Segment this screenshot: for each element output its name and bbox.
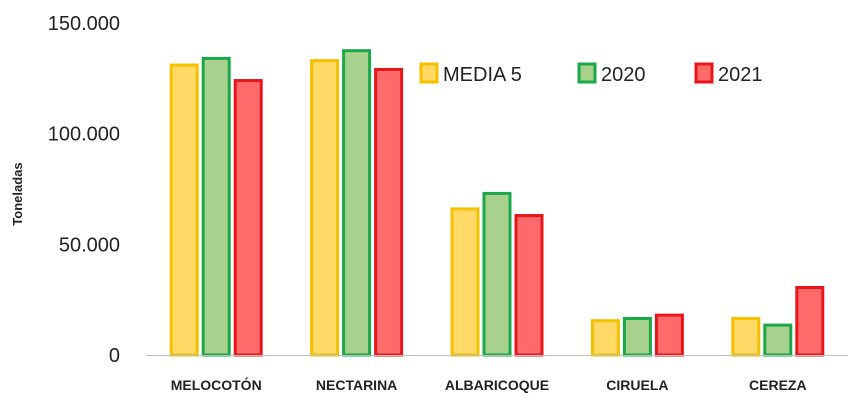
legend-swatch: [694, 62, 714, 84]
y-tick-label: 100.000: [48, 124, 120, 146]
y-tick-label: 0: [109, 345, 120, 367]
legend-swatch: [577, 62, 597, 84]
bar-2020-1: [201, 56, 231, 357]
bar-media-5-1: [169, 63, 199, 357]
x-category-label: NECTARINA: [316, 377, 397, 393]
bar-2021-3: [514, 214, 544, 357]
bar-2021-2: [374, 67, 404, 357]
bar-2021-4: [654, 313, 684, 357]
bar-media-5-4: [590, 319, 620, 357]
y-tick-label: 50.000: [59, 234, 120, 256]
bar-2021-5: [795, 285, 825, 357]
bars-group: [169, 49, 825, 357]
bar-2020-4: [622, 316, 652, 357]
x-category-label: ALBARICOQUE: [445, 377, 549, 393]
x-category-label: CIRUELA: [606, 377, 668, 393]
bar-media-5-5: [731, 316, 761, 357]
bar-2020-5: [763, 323, 793, 357]
legend-label: 2021: [718, 64, 763, 86]
x-category-labels: MELOCOTÓN NECTARINA ALBARICOQUE CIRUELA CERE…: [171, 376, 807, 393]
bar-media-5-2: [310, 59, 340, 357]
legend: MEDIA 5 2020 2021: [419, 62, 763, 86]
bar-2020-3: [482, 191, 512, 357]
legend-swatch: [419, 62, 439, 84]
bar-2021-1: [233, 79, 263, 357]
x-category-label: MELOCOTÓN: [171, 376, 262, 393]
legend-label: 2020: [601, 64, 646, 86]
bar-media-5-3: [450, 207, 480, 357]
y-tick-labels: 0 50.000 100.000 150.000: [48, 13, 120, 367]
y-tick-label: 150.000: [48, 13, 120, 35]
legend-label: MEDIA 5: [443, 64, 522, 86]
x-category-label: CEREZA: [749, 377, 807, 393]
y-axis-label: Toneladas: [10, 162, 25, 225]
bar-2020-2: [342, 49, 372, 357]
